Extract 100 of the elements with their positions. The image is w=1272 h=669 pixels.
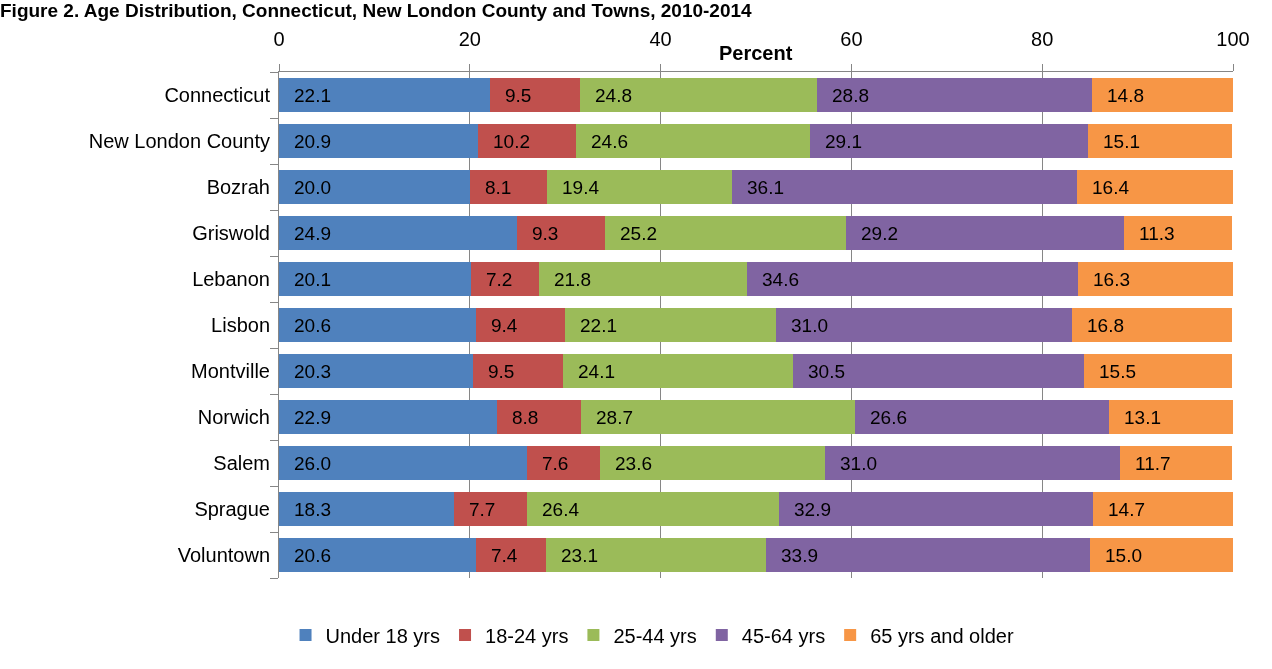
bar xyxy=(539,262,748,296)
bar xyxy=(547,170,733,204)
legend-label: Under 18 yrs xyxy=(325,624,441,647)
data-label: 20.3 xyxy=(294,361,331,382)
bar xyxy=(489,78,581,112)
bar xyxy=(810,124,1088,158)
data-label: 28.7 xyxy=(596,407,633,428)
bar xyxy=(279,354,473,388)
bar xyxy=(279,124,479,158)
data-label: 36.1 xyxy=(747,177,784,198)
x-axis-title: Percent xyxy=(719,42,793,64)
bar xyxy=(1091,78,1233,112)
bar xyxy=(1108,400,1233,434)
data-label: 24.9 xyxy=(294,223,331,244)
y-tick-label: Bozrah xyxy=(206,176,270,198)
data-label: 32.9 xyxy=(794,499,831,520)
bar xyxy=(279,538,476,572)
bar xyxy=(1120,446,1233,480)
data-label: 22.9 xyxy=(294,407,331,428)
bar xyxy=(279,170,470,204)
data-label: 26.4 xyxy=(542,499,580,520)
bar xyxy=(580,78,818,112)
data-label: 7.7 xyxy=(469,499,496,520)
data-label: 15.5 xyxy=(1099,361,1136,382)
data-label: 16.4 xyxy=(1092,177,1130,198)
bar xyxy=(845,216,1125,250)
bar xyxy=(824,446,1121,480)
bar xyxy=(1092,492,1233,526)
y-tick-label: New London County xyxy=(88,130,270,152)
bar xyxy=(575,124,811,158)
data-label: 10.2 xyxy=(493,131,530,152)
data-label: 9.3 xyxy=(532,223,559,244)
data-label: 28.8 xyxy=(832,85,869,106)
bar xyxy=(605,216,846,250)
data-label: 25.2 xyxy=(620,223,657,244)
legend-label: 45-64 yrs xyxy=(741,624,826,647)
bar xyxy=(817,78,1092,112)
bar xyxy=(546,538,767,572)
data-label: 19.4 xyxy=(562,177,600,198)
y-tick-label: Norwich xyxy=(197,406,270,428)
bar xyxy=(563,354,794,388)
data-label: 34.6 xyxy=(762,269,799,290)
y-tick-label: Lebanon xyxy=(192,268,270,290)
data-label: 26.0 xyxy=(294,453,331,474)
x-tick-label: 60 xyxy=(840,28,863,50)
data-label: 23.6 xyxy=(615,453,652,474)
data-label: 20.1 xyxy=(294,269,331,290)
data-label: 24.1 xyxy=(578,361,615,382)
bar xyxy=(599,446,825,480)
bar xyxy=(469,170,548,204)
data-label: 33.9 xyxy=(781,545,818,566)
y-tick-label: Sprague xyxy=(194,498,270,520)
data-label: 15.1 xyxy=(1103,131,1140,152)
bar xyxy=(527,446,600,480)
bar xyxy=(1077,262,1233,296)
data-label: 7.6 xyxy=(542,453,569,474)
data-label: 9.5 xyxy=(505,85,532,106)
data-label: 8.8 xyxy=(512,407,539,428)
bar xyxy=(279,216,517,250)
data-label: 7.2 xyxy=(486,269,513,290)
bar xyxy=(472,354,564,388)
bar xyxy=(453,492,528,526)
data-label: 30.5 xyxy=(808,361,845,382)
bar xyxy=(565,308,777,342)
data-label: 24.8 xyxy=(595,85,632,106)
data-label: 18.3 xyxy=(294,499,331,520)
bar xyxy=(527,492,779,526)
data-label: 15.0 xyxy=(1105,545,1142,566)
data-label: 7.4 xyxy=(491,545,518,566)
data-label: 14.8 xyxy=(1107,85,1144,106)
x-tick-label: 0 xyxy=(273,28,285,50)
bar xyxy=(1124,216,1233,250)
bar xyxy=(581,400,856,434)
data-label: 9.4 xyxy=(491,315,518,336)
y-tick-label: Connecticut xyxy=(164,84,271,106)
bar xyxy=(279,78,490,112)
bar xyxy=(470,262,540,296)
data-label: 11.3 xyxy=(1139,223,1175,244)
bar xyxy=(279,400,498,434)
x-tick-label: 80 xyxy=(1031,28,1054,50)
bar xyxy=(1087,124,1233,158)
data-label: 20.6 xyxy=(294,315,331,336)
bar xyxy=(497,400,582,434)
data-label: 23.1 xyxy=(561,545,598,566)
bar xyxy=(1076,170,1233,204)
y-tick-label: Lisbon xyxy=(211,314,270,336)
bar xyxy=(475,308,566,342)
bar xyxy=(766,538,1090,572)
data-label: 14.7 xyxy=(1108,499,1145,520)
legend-label: 65 yrs and older xyxy=(870,624,1014,647)
bar xyxy=(516,216,606,250)
bar xyxy=(1071,308,1233,342)
bar xyxy=(1089,538,1233,572)
data-label: 20.0 xyxy=(294,177,331,198)
data-label: 24.6 xyxy=(591,131,628,152)
data-label: 22.1 xyxy=(580,315,617,336)
bar xyxy=(747,262,1078,296)
bar xyxy=(279,308,476,342)
bar xyxy=(732,170,1077,204)
data-label: 20.6 xyxy=(294,545,331,566)
